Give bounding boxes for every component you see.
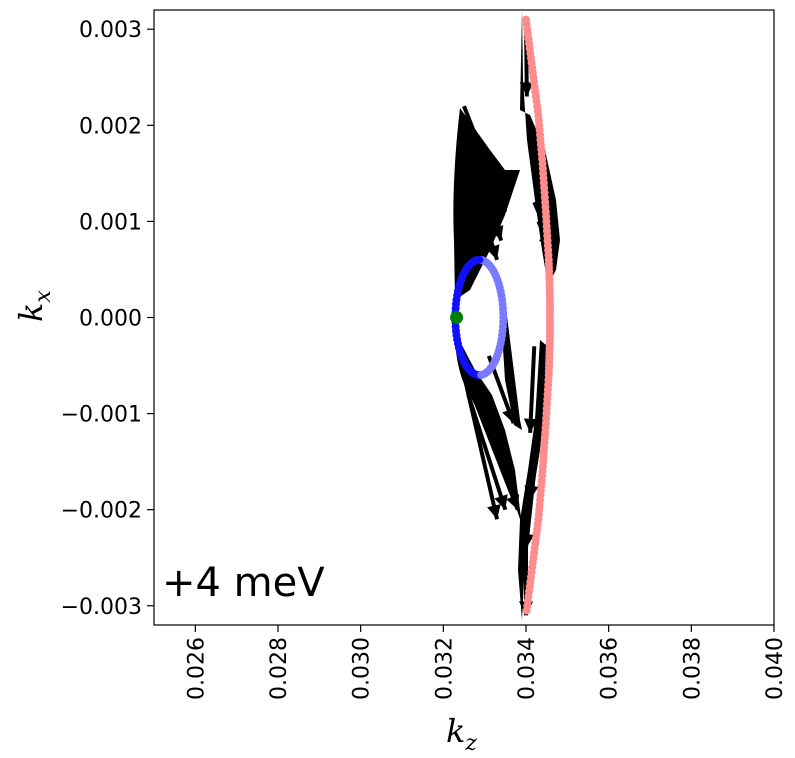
x-axis-ticks: 0.026 0.028 0.030 0.032 0.034 0.036 0.038 0.040 <box>184 625 788 700</box>
quiver-arrow-head <box>523 418 538 433</box>
quiver-arrow-head <box>490 225 504 241</box>
y-axis-title: kx <box>12 290 56 322</box>
quiver-arrow-head <box>519 82 534 97</box>
x-tick-label: 0.034 <box>515 637 540 700</box>
arrow-fan-lower-left <box>454 330 522 525</box>
series-pink-points <box>522 15 554 615</box>
quiver-arrow <box>528 346 537 433</box>
x-tick-label: 0.026 <box>184 637 209 700</box>
quiver-arrow-head <box>502 407 516 424</box>
y-axis-title-base: k <box>12 303 50 322</box>
quiver-arrow-head <box>506 494 520 510</box>
y-tick-label: −0.002 <box>61 499 142 524</box>
quiver-arrow <box>466 143 504 242</box>
y-axis-title-sub: x <box>31 290 56 303</box>
x-tick-label: 0.032 <box>432 637 457 700</box>
velocity-arrow-field <box>453 10 560 620</box>
quiver-arrow-head <box>494 494 508 510</box>
quiver-arrow <box>474 403 520 511</box>
quiver-arrow-head <box>493 196 507 212</box>
series-green-point <box>450 311 464 324</box>
x-tick-label: 0.040 <box>763 637 788 700</box>
y-tick-label: 0.003 <box>79 18 142 43</box>
y-tick-label: −0.003 <box>61 595 142 620</box>
annotation-energy: +4 meV <box>162 560 325 606</box>
pink-point <box>522 606 531 615</box>
quiver-arrow-head <box>486 244 500 260</box>
quiver-arrows <box>457 19 553 616</box>
y-tick-label: −0.001 <box>61 403 142 428</box>
quiver-arrow-head <box>520 533 535 549</box>
y-tick-label: 0.002 <box>79 114 142 139</box>
x-tick-label: 0.036 <box>598 637 623 700</box>
quiver-arrow-head <box>487 504 501 520</box>
y-axis-ticks: 0.003 0.002 0.001 0.000 −0.001 −0.002 −0.003 <box>61 18 154 620</box>
plot-frame <box>153 9 775 626</box>
y-tick-label: 0.000 <box>79 307 142 332</box>
quiver-arrow <box>466 393 508 511</box>
x-axis-title-base: k <box>446 712 465 750</box>
blue-point <box>499 318 508 327</box>
x-tick-label: 0.038 <box>680 637 705 700</box>
x-axis-title: kz <box>446 712 477 756</box>
y-tick-label: 0.001 <box>79 210 142 235</box>
green-point <box>450 311 464 324</box>
quiver-arrow <box>462 105 508 213</box>
x-tick-label: 0.030 <box>350 637 375 700</box>
x-axis-title-sub: z <box>464 731 477 756</box>
x-tick-label: 0.028 <box>267 637 292 700</box>
quiver-arrow-head <box>461 244 475 260</box>
